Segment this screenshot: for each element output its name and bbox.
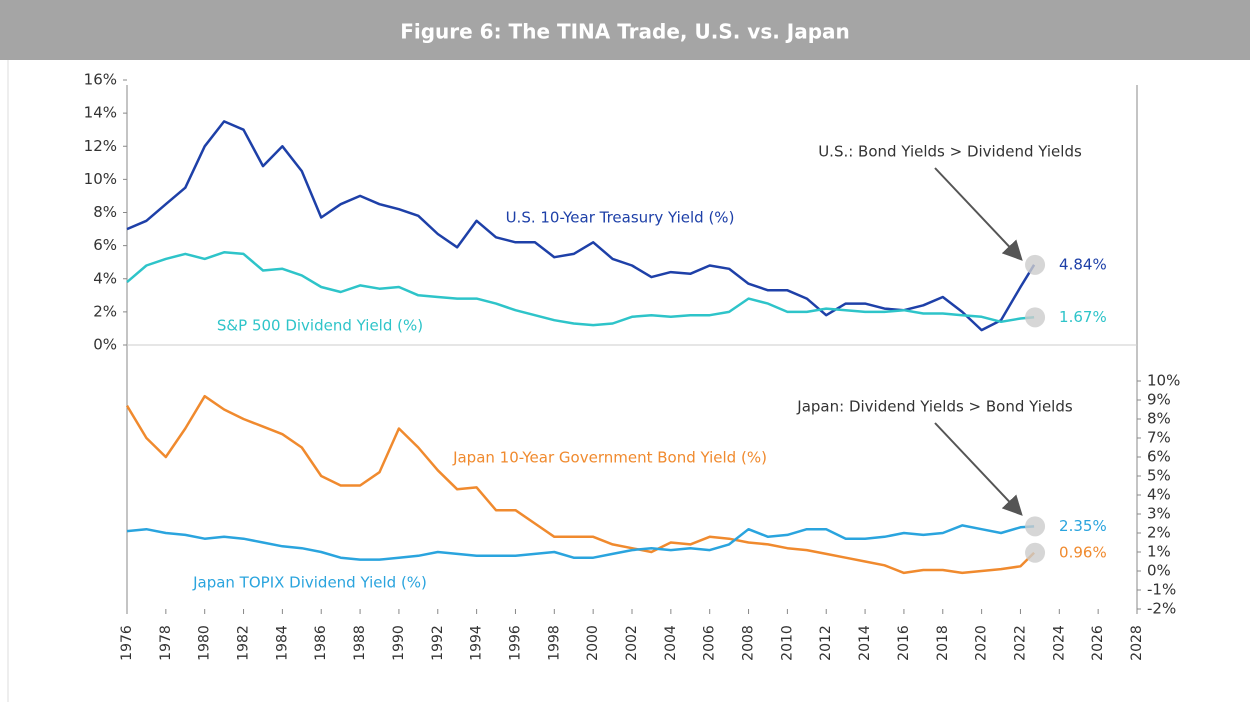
y-tick-label: 8%	[1147, 410, 1171, 428]
y-tick-label: 0%	[93, 336, 117, 354]
x-tick-label: 2018	[935, 625, 951, 661]
y-tick-label: 10%	[84, 170, 117, 188]
end-label: 2.35%	[1059, 517, 1107, 535]
x-tick-label: 1976	[119, 625, 135, 661]
x-tick-label: 2010	[779, 625, 795, 661]
end-marker	[1025, 254, 1046, 275]
series-line	[126, 524, 1035, 561]
y-tick-label: 14%	[84, 104, 117, 122]
x-tick-label: 1980	[197, 625, 213, 661]
x-tick-label: 2006	[702, 625, 718, 661]
y-tick-label: 2%	[93, 302, 117, 320]
chart-title: Figure 6: The TINA Trade, U.S. vs. Japan	[400, 20, 850, 44]
series-label: S&P 500 Dividend Yield (%)	[217, 317, 423, 335]
x-tick-label: 2028	[1129, 625, 1145, 661]
y-tick-label: 6%	[1147, 448, 1171, 466]
header-bar	[0, 0, 1250, 60]
y-tick-label: -2%	[1147, 600, 1176, 618]
x-tick-label: 2024	[1051, 625, 1067, 661]
y-tick-label: -1%	[1147, 581, 1176, 599]
y-tick-label: 5%	[1147, 467, 1171, 485]
x-tick-label: 2004	[663, 625, 679, 661]
series-label: U.S. 10-Year Treasury Yield (%)	[506, 209, 735, 227]
series-line	[126, 251, 1035, 327]
x-tick-label: 2000	[585, 625, 601, 661]
y-tick-label: 4%	[93, 269, 117, 287]
x-tick-label: 2008	[741, 625, 757, 661]
x-tick-label: 1982	[236, 625, 252, 661]
end-label: 0.96%	[1059, 543, 1107, 561]
x-tick-label: 2014	[857, 625, 873, 661]
y-tick-label: 10%	[1147, 372, 1180, 390]
annotation: U.S.: Bond Yields > Dividend Yields	[818, 143, 1082, 161]
x-tick-label: 1986	[313, 625, 329, 661]
x-tick-label: 1988	[352, 625, 368, 661]
y-tick-label: 1%	[1147, 543, 1171, 561]
arrow	[934, 422, 1023, 516]
y-tick-label: 7%	[1147, 429, 1171, 447]
end-marker	[1025, 542, 1046, 563]
x-tick-label: 1990	[391, 625, 407, 661]
series-line	[125, 394, 1035, 575]
x-tick-label: 1994	[469, 625, 485, 661]
x-tick-label: 1984	[274, 625, 290, 661]
end-marker	[1025, 516, 1046, 537]
series-label: Japan TOPIX Dividend Yield (%)	[192, 574, 427, 592]
end-label: 1.67%	[1059, 308, 1107, 326]
x-tick-label: 1998	[546, 625, 562, 661]
x-tick-label: 1996	[507, 625, 523, 661]
y-tick-label: 0%	[1147, 562, 1171, 580]
x-tick-label: 2002	[624, 625, 640, 661]
y-tick-label: 3%	[1147, 505, 1171, 523]
y-tick-label: 9%	[1147, 391, 1171, 409]
x-tick-label: 2012	[818, 625, 834, 661]
annotation: Japan: Dividend Yields > Bond Yields	[796, 398, 1073, 416]
y-tick-label: 12%	[84, 137, 117, 155]
y-tick-label: 6%	[93, 236, 117, 254]
x-tick-label: 2020	[974, 625, 990, 661]
end-label: 4.84%	[1059, 255, 1107, 273]
y-tick-label: 8%	[93, 203, 117, 221]
end-marker	[1025, 307, 1046, 328]
series-line	[126, 120, 1036, 332]
x-tick-label: 2016	[896, 625, 912, 661]
x-tick-label: 1992	[430, 625, 446, 661]
x-tick-label: 2026	[1090, 625, 1106, 661]
x-tick-label: 2022	[1012, 625, 1028, 661]
y-tick-label: 2%	[1147, 524, 1171, 542]
x-tick-label: 1978	[158, 625, 174, 661]
series-label: Japan 10-Year Government Bond Yield (%)	[452, 449, 767, 467]
y-tick-label: 4%	[1147, 486, 1171, 504]
y-tick-label: 16%	[84, 71, 117, 89]
arrow	[934, 167, 1023, 261]
